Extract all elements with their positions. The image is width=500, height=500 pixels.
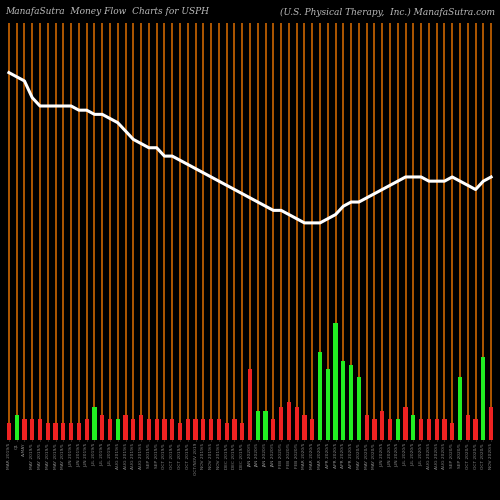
Bar: [474, 419, 478, 440]
Bar: [14, 415, 19, 440]
Bar: [178, 424, 182, 440]
Bar: [147, 419, 151, 440]
Bar: [7, 424, 11, 440]
Bar: [294, 406, 299, 440]
Bar: [209, 419, 213, 440]
Bar: [334, 323, 338, 440]
Bar: [404, 406, 407, 440]
Bar: [124, 415, 128, 440]
Bar: [302, 415, 306, 440]
Bar: [442, 419, 446, 440]
Bar: [489, 406, 493, 440]
Bar: [38, 419, 42, 440]
Bar: [54, 424, 58, 440]
Bar: [481, 356, 486, 440]
Bar: [388, 419, 392, 440]
Bar: [84, 419, 89, 440]
Bar: [61, 424, 66, 440]
Bar: [364, 415, 369, 440]
Bar: [77, 424, 81, 440]
Bar: [411, 415, 416, 440]
Bar: [186, 419, 190, 440]
Bar: [100, 415, 104, 440]
Bar: [162, 419, 166, 440]
Bar: [396, 419, 400, 440]
Bar: [271, 419, 276, 440]
Bar: [357, 378, 361, 440]
Bar: [92, 406, 96, 440]
Bar: [232, 419, 236, 440]
Text: ManafaSutra  Money Flow  Charts for USPH: ManafaSutra Money Flow Charts for USPH: [5, 8, 209, 16]
Bar: [264, 411, 268, 440]
Bar: [22, 419, 26, 440]
Bar: [139, 415, 143, 440]
Bar: [194, 419, 198, 440]
Bar: [108, 419, 112, 440]
Bar: [341, 360, 345, 440]
Bar: [279, 406, 283, 440]
Bar: [69, 424, 73, 440]
Bar: [380, 411, 384, 440]
Bar: [318, 352, 322, 440]
Bar: [450, 424, 454, 440]
Bar: [224, 424, 229, 440]
Bar: [466, 415, 470, 440]
Bar: [287, 402, 291, 440]
Bar: [201, 419, 205, 440]
Bar: [46, 424, 50, 440]
Bar: [154, 419, 159, 440]
Bar: [248, 369, 252, 440]
Text: (U.S. Physical Therapy,  Inc.) ManafaSutra.com: (U.S. Physical Therapy, Inc.) ManafaSutr…: [280, 8, 495, 16]
Bar: [217, 419, 221, 440]
Bar: [170, 419, 174, 440]
Bar: [30, 419, 34, 440]
Bar: [372, 419, 376, 440]
Bar: [419, 419, 423, 440]
Bar: [131, 419, 136, 440]
Bar: [256, 411, 260, 440]
Bar: [116, 419, 120, 440]
Bar: [458, 378, 462, 440]
Bar: [434, 419, 439, 440]
Bar: [349, 365, 353, 440]
Bar: [240, 424, 244, 440]
Bar: [427, 419, 431, 440]
Bar: [310, 419, 314, 440]
Bar: [326, 369, 330, 440]
